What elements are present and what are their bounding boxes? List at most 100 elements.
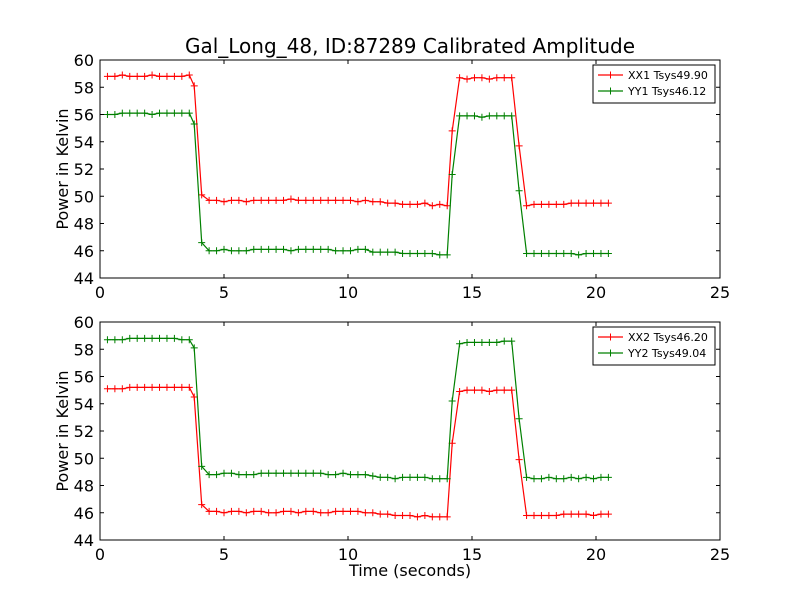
data-point [280,469,288,477]
data-point [133,109,141,117]
data-point [205,247,213,255]
data-point [369,472,377,480]
data-point [227,196,235,204]
data-point [384,473,392,481]
data-point [567,473,575,481]
data-point [309,469,317,477]
data-point [530,249,538,257]
data-point [272,196,280,204]
data-point [317,196,325,204]
data-point [185,336,193,344]
data-point [205,471,213,479]
data-point [463,112,471,120]
data-point [170,334,178,342]
data-point [597,473,605,481]
legend-label: XX2 Tsys46.20 [628,331,708,344]
data-point [500,386,508,394]
data-point [354,245,362,253]
data-point [560,249,568,257]
data-point [235,247,243,255]
data-point [148,71,156,79]
data-point [317,469,325,477]
data-point [126,72,134,80]
data-point [567,249,575,257]
legend: XX1 Tsys49.90 YY1 Tsys46.12 [592,64,716,104]
data-point [220,245,228,253]
data-point [515,415,523,423]
data-point [213,196,221,204]
series-line [107,386,609,518]
legend-swatch-marker [607,87,614,95]
legend-label: YY1 Tsys46.12 [627,85,706,98]
data-point [500,74,508,82]
data-point [111,111,119,118]
data-point [537,249,545,257]
data-point [493,74,501,82]
data-point [523,249,531,257]
data-point [272,469,280,477]
data-point [470,338,478,346]
data-point [406,511,414,519]
y-tick-label: 44 [74,269,94,288]
data-point [190,120,198,128]
data-point [399,511,407,519]
data-point [500,337,508,345]
data-point [456,340,464,348]
data-point [126,383,134,391]
data-point [156,383,164,391]
data-point [582,249,590,257]
data-point [582,473,590,481]
legend-label: XX1 Tsys49.90 [628,69,708,82]
data-point [515,187,523,195]
data-point [448,170,456,178]
data-point [575,251,583,259]
data-point [478,338,486,346]
data-point [391,511,399,519]
data-point [545,511,553,519]
data-point [118,336,126,344]
data-point [545,249,553,257]
data-point [294,509,302,517]
data-point [332,247,340,255]
data-point [133,72,141,80]
data-point [354,471,362,479]
data-point [361,509,369,517]
data-point [133,383,141,391]
data-point [399,249,407,257]
series-line [107,337,609,480]
data-point [399,200,407,208]
data-point [478,113,486,121]
data-point [242,471,250,479]
plot-area [103,71,612,259]
data-point [324,245,332,253]
data-point [597,249,605,257]
data-point [456,112,464,120]
data-point [485,387,493,395]
data-point [560,510,568,518]
data-point [552,200,560,208]
data-point [235,196,243,204]
data-point [141,72,149,80]
data-point [287,195,295,203]
data-point [515,142,523,150]
data-point [346,247,354,255]
data-point [493,112,501,120]
data-point [332,196,340,204]
data-point [294,469,302,477]
data-point [242,198,250,206]
data-point [227,507,235,515]
y-tick-label: 60 [74,51,94,70]
data-point [515,456,523,464]
data-point [456,74,464,82]
data-point [317,245,325,253]
data-point [185,383,193,391]
data-point [552,475,560,483]
data-point [369,509,377,517]
x-tick-label: 15 [462,545,482,564]
data-point [590,199,598,207]
data-point [235,507,243,515]
y-tick-label: 58 [74,78,94,97]
data-point [354,198,362,206]
data-point [103,336,111,344]
data-point [111,336,119,344]
